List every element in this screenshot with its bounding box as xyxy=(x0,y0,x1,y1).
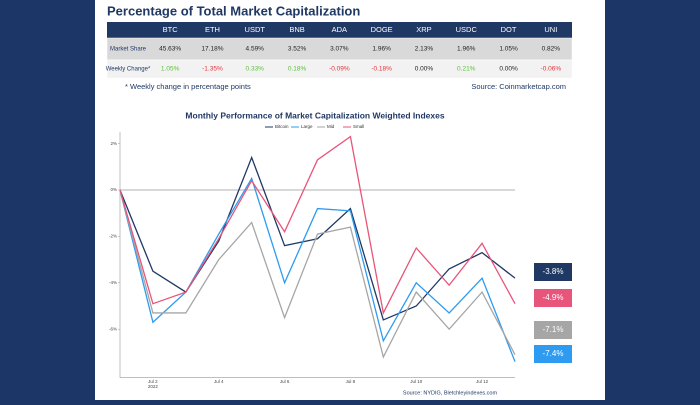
table-cell: -0.06% xyxy=(541,66,562,73)
table-cell: 0.00% xyxy=(499,66,518,73)
table-cell: 0.18% xyxy=(288,66,307,73)
table-cell: 0.00% xyxy=(415,66,434,73)
table-cell: 1.96% xyxy=(457,46,476,53)
series-line xyxy=(119,135,516,315)
legend-label: Bitcoin xyxy=(275,124,289,129)
column-header: USDT xyxy=(245,25,266,34)
column-header: USDC xyxy=(456,25,478,34)
end-label-box xyxy=(534,263,572,281)
table-row xyxy=(106,59,573,79)
x-tick-label: Jul 4 xyxy=(214,379,224,384)
x-tick-label: Jul 10 xyxy=(410,379,423,384)
y-tick-label: -2% xyxy=(109,234,117,239)
end-label: -7.4% xyxy=(543,349,564,358)
x-tick-label: Jul 2 xyxy=(148,379,158,384)
end-label-box xyxy=(534,321,572,339)
table-cell: 2.13% xyxy=(415,46,434,53)
table-cell: -1.35% xyxy=(202,66,223,73)
y-tick-label: -6% xyxy=(109,326,117,331)
table-cell: 0.21% xyxy=(457,66,476,73)
end-label: -7.1% xyxy=(543,325,564,334)
column-header: BNB xyxy=(289,25,304,34)
legend-label: Small xyxy=(353,124,364,129)
legend-label: Large xyxy=(301,124,313,129)
end-label-box xyxy=(534,345,572,363)
column-header: BTC xyxy=(163,25,179,34)
table-cell: 0.33% xyxy=(246,66,265,73)
column-header: ADA xyxy=(332,25,347,34)
table-title: Percentage of Total Market Capitalizatio… xyxy=(107,3,360,18)
column-header: XRP xyxy=(416,25,431,34)
column-header: UNI xyxy=(544,25,557,34)
x-tick-label: Jul 8 xyxy=(346,379,356,384)
table-cell: 3.52% xyxy=(288,46,307,53)
row-label: Weekly Change* xyxy=(106,67,151,73)
chart-title: Monthly Performance of Market Capitaliza… xyxy=(185,110,444,120)
x-tick-label: Jul 12 xyxy=(476,379,489,384)
column-header: DOGE xyxy=(371,25,393,34)
table-cell: 4.59% xyxy=(246,46,265,53)
y-tick-label: 0% xyxy=(110,187,117,192)
end-label: -4.9% xyxy=(543,293,564,302)
y-tick-label: -4% xyxy=(109,280,117,285)
table-cell: 1.05% xyxy=(499,46,518,53)
x-year-label: 2022 xyxy=(148,384,159,389)
table-header xyxy=(107,22,572,38)
footnote: * Weekly change in percentage points xyxy=(125,82,251,91)
legend-label: Mid xyxy=(327,124,335,129)
table-cell: 17.18% xyxy=(201,46,223,53)
chart-source: Source: NYDIG, Bletchleyindexes.com xyxy=(403,390,498,396)
column-header: ETH xyxy=(205,25,220,34)
table-source: Source: Coinmarketcap.com xyxy=(471,82,566,91)
end-label-box xyxy=(534,289,572,307)
table-cell: -0.18% xyxy=(371,66,392,73)
table-cell: 45.63% xyxy=(159,46,181,53)
table-cell: -0.09% xyxy=(329,66,350,73)
row-label: Market Share xyxy=(110,47,147,53)
table-cell: 0.82% xyxy=(542,46,561,53)
end-label: -3.8% xyxy=(543,267,564,276)
x-tick-label: Jul 6 xyxy=(280,379,290,384)
y-tick-label: 2% xyxy=(110,141,117,146)
column-header: DOT xyxy=(501,25,517,34)
table-cell: 1.05% xyxy=(161,66,180,73)
table-cell: 3.07% xyxy=(330,46,349,53)
series-line xyxy=(119,189,516,359)
table-cell: 1.96% xyxy=(372,46,391,53)
